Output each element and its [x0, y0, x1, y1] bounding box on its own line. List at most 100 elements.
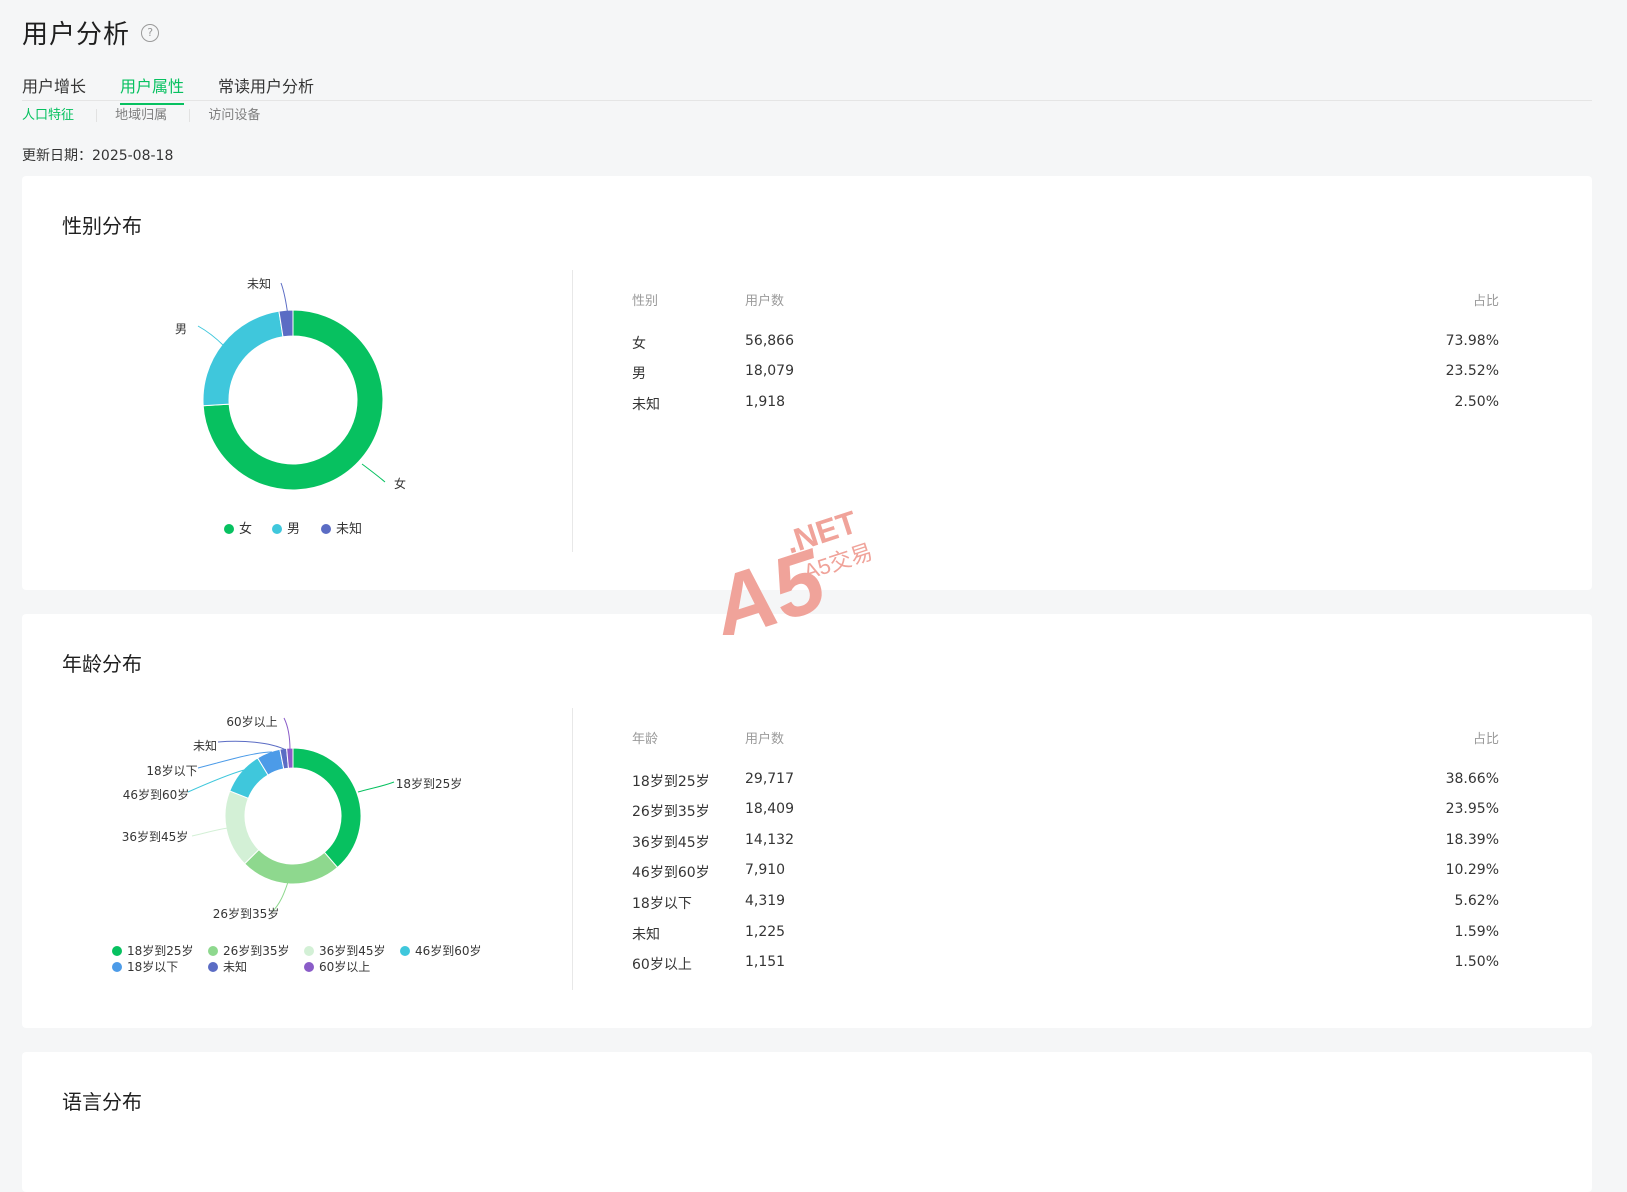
gender-label-unknown: 未知 — [247, 277, 271, 291]
legend-item-female[interactable]: 女 — [224, 518, 252, 537]
legend-dot-icon — [321, 524, 331, 534]
legend-item-unknown[interactable]: 未知 — [208, 958, 247, 975]
tab-frequent-readers[interactable]: 常读用户分析 — [218, 77, 315, 96]
age-header-count: 用户数 — [745, 732, 785, 747]
table-cell-count: 1,225 — [745, 924, 786, 940]
age-label-26-35: 26岁到35岁 — [213, 906, 280, 921]
subtab-demographics[interactable]: 人口特征 — [22, 108, 75, 123]
gender-header-count: 用户数 — [745, 294, 785, 309]
table-cell-name: 女 — [632, 336, 646, 352]
update-value: 2025-08-18 — [92, 148, 174, 164]
table-cell-count: 56,866 — [745, 333, 794, 349]
age-label-unknown: 未知 — [193, 739, 217, 753]
legend-item-under18[interactable]: 18岁以下 — [112, 958, 178, 975]
table-cell-count: 29,717 — [745, 771, 794, 787]
gender-donut-chart: 未知 男 女 — [175, 277, 406, 491]
table-cell-pct: 23.52% — [1445, 363, 1499, 379]
table-cell-count: 14,132 — [745, 832, 794, 848]
help-icon[interactable]: ? — [141, 23, 160, 42]
table-cell-count: 1,918 — [745, 394, 786, 410]
leader-line-unknown — [217, 740, 287, 751]
age-label-36-45: 36岁到45岁 — [122, 829, 189, 844]
age-label-18-25: 18岁到25岁 — [396, 776, 463, 791]
age-slice-1[interactable] — [243, 848, 339, 885]
language-title: 语言分布 — [62, 1090, 142, 1114]
tab-user-growth[interactable]: 用户增长 — [22, 77, 87, 96]
table-cell-pct: 5.62% — [1454, 893, 1499, 909]
gender-slice-1[interactable] — [202, 310, 284, 407]
legend-item-18-25[interactable]: 18岁到25岁 — [112, 942, 194, 959]
legend-dot-icon — [112, 946, 122, 956]
leader-line-under18 — [197, 751, 273, 769]
table-cell-count: 4,319 — [745, 893, 786, 909]
page-header: 用户分析 ? — [22, 14, 1592, 51]
update-label: 更新日期： — [22, 148, 92, 164]
gender-slice-0[interactable] — [202, 309, 384, 491]
leader-line-unknown — [280, 282, 289, 317]
gender-header-name: 性别 — [632, 294, 659, 309]
subtab-region[interactable]: 地域归属 — [96, 109, 185, 122]
age-title: 年龄分布 — [62, 652, 142, 676]
age-slice-2[interactable] — [224, 790, 260, 865]
age-label-under18: 18岁以下 — [146, 763, 197, 778]
table-cell-count: 1,151 — [745, 954, 786, 970]
table-cell-name: 未知 — [632, 397, 660, 413]
legend-label: 18岁以下 — [127, 960, 179, 974]
table-cell-count: 18,079 — [745, 363, 794, 379]
subtab-device[interactable]: 访问设备 — [189, 109, 278, 122]
table-cell-pct: 38.66% — [1445, 771, 1499, 787]
leader-line-60plus — [283, 717, 291, 751]
table-cell-pct: 23.95% — [1445, 801, 1499, 817]
table-cell-pct: 2.50% — [1454, 394, 1499, 410]
sub-tabs: 人口特征 地域归属 访问设备 — [22, 108, 278, 123]
legend-item-60plus[interactable]: 60岁以上 — [304, 958, 370, 975]
legend-dot-icon — [304, 962, 314, 972]
legend-item-unknown[interactable]: 未知 — [321, 518, 362, 537]
gender-divider — [572, 270, 573, 552]
age-divider — [572, 708, 573, 990]
gender-label-female: 女 — [394, 476, 406, 491]
table-cell-pct: 1.50% — [1454, 954, 1499, 970]
legend-dot-icon — [272, 524, 282, 534]
legend-label: 男 — [287, 522, 301, 537]
gender-title: 性别分布 — [62, 214, 142, 238]
legend-label: 未知 — [223, 960, 248, 974]
legend-item-36-45[interactable]: 36岁到45岁 — [304, 942, 386, 959]
legend-label: 26岁到35岁 — [223, 944, 290, 958]
table-cell-pct: 1.59% — [1454, 924, 1499, 940]
leader-line-male — [197, 325, 225, 347]
table-cell-name: 60岁以上 — [632, 957, 692, 973]
table-cell-pct: 18.39% — [1445, 832, 1499, 848]
legend-item-male[interactable]: 男 — [272, 518, 300, 537]
leader-line-26-35 — [271, 881, 289, 913]
legend-label: 女 — [239, 522, 253, 537]
page-title: 用户分析 — [22, 20, 131, 50]
language-card: 语言分布 — [22, 1052, 1592, 1192]
legend-label: 18岁到25岁 — [127, 944, 194, 958]
gender-label-male: 男 — [175, 322, 187, 336]
table-cell-name: 18岁到25岁 — [632, 774, 710, 790]
legend-dot-icon — [112, 962, 122, 972]
age-donut-chart: 60岁以上 未知 18岁以下 46岁到60岁 36岁到45岁 26岁到35岁 1… — [122, 714, 463, 921]
age-header-name: 年龄 — [632, 732, 659, 747]
leader-line-18-25 — [357, 781, 395, 793]
gender-slice-2[interactable] — [278, 309, 294, 338]
age-slice-0[interactable] — [292, 747, 362, 869]
tab-user-attributes[interactable]: 用户属性 — [120, 73, 185, 105]
update-date: 更新日期：2025-08-18 — [22, 145, 173, 165]
legend-item-26-35[interactable]: 26岁到35岁 — [208, 942, 290, 959]
gender-header-pct: 占比 — [1472, 294, 1499, 309]
main-tabs: 用户增长 用户属性 常读用户分析 — [22, 70, 1592, 105]
table-cell-count: 7,910 — [745, 862, 786, 878]
age-slice-6[interactable] — [286, 747, 294, 769]
leader-line-female — [361, 463, 386, 483]
table-cell-pct: 73.98% — [1445, 333, 1499, 349]
age-label-60plus: 60岁以上 — [226, 714, 277, 729]
leader-line-46-60 — [187, 769, 245, 793]
age-header-pct: 占比 — [1472, 732, 1499, 747]
legend-item-46-60[interactable]: 46岁到60岁 — [400, 942, 482, 959]
table-cell-name: 男 — [632, 366, 646, 382]
age-card: 年龄分布 60岁以上 未知 18岁以下 46岁到60岁 36岁到45岁 26岁到… — [22, 614, 1592, 1028]
gender-card: 性别分布 未知 男 女 女 男 未知 性别 用户数 占比 女 56,866 73… — [22, 176, 1592, 590]
legend-dot-icon — [208, 946, 218, 956]
